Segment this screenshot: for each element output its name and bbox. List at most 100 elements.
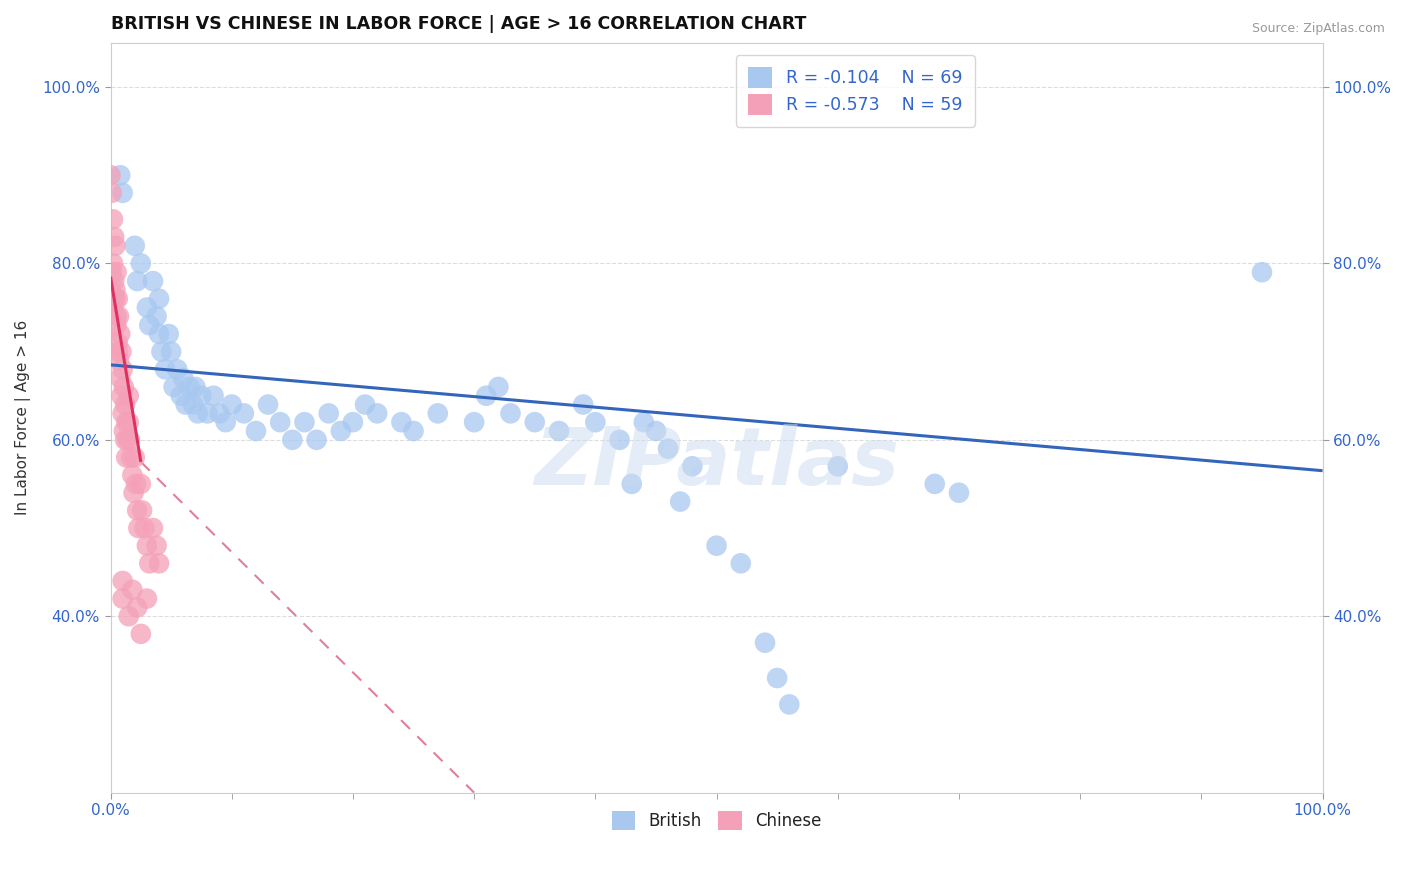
Point <box>924 477 946 491</box>
Point <box>100 186 122 200</box>
Point <box>104 239 127 253</box>
Point <box>131 503 153 517</box>
Point <box>145 310 167 324</box>
Point <box>1251 265 1274 279</box>
Point <box>111 574 134 588</box>
Point <box>153 362 176 376</box>
Point <box>281 433 304 447</box>
Point <box>107 335 129 350</box>
Point <box>129 477 152 491</box>
Point <box>111 406 134 420</box>
Point <box>118 609 141 624</box>
Point <box>101 212 124 227</box>
Point <box>148 326 170 341</box>
Point <box>104 292 127 306</box>
Point <box>402 424 425 438</box>
Point <box>172 371 194 385</box>
Point <box>107 292 129 306</box>
Point <box>103 230 125 244</box>
Point <box>174 398 197 412</box>
Text: Source: ZipAtlas.com: Source: ZipAtlas.com <box>1251 22 1385 36</box>
Point <box>115 450 138 465</box>
Point <box>111 186 134 200</box>
Point <box>110 326 132 341</box>
Point <box>342 415 364 429</box>
Point <box>657 442 679 456</box>
Point <box>190 389 212 403</box>
Point <box>129 627 152 641</box>
Point <box>105 265 128 279</box>
Point <box>100 265 122 279</box>
Point <box>127 600 149 615</box>
Point <box>232 406 254 420</box>
Point <box>633 415 655 429</box>
Point <box>681 459 703 474</box>
Point <box>110 389 132 403</box>
Point <box>110 168 132 182</box>
Point <box>426 406 449 420</box>
Point <box>187 406 209 420</box>
Point <box>129 256 152 270</box>
Point <box>208 406 231 420</box>
Point <box>754 636 776 650</box>
Point <box>110 344 132 359</box>
Point <box>134 521 156 535</box>
Point <box>475 389 498 403</box>
Point <box>318 406 340 420</box>
Point <box>827 459 849 474</box>
Point <box>135 301 157 315</box>
Point <box>486 380 509 394</box>
Point <box>148 292 170 306</box>
Point <box>257 398 280 412</box>
Point <box>202 389 225 403</box>
Point <box>115 415 138 429</box>
Point <box>157 326 180 341</box>
Point <box>124 239 146 253</box>
Point <box>114 433 136 447</box>
Point <box>170 389 193 403</box>
Point <box>104 283 127 297</box>
Point <box>150 344 173 359</box>
Point <box>111 362 134 376</box>
Text: ZIPatlas: ZIPatlas <box>534 424 898 502</box>
Point <box>145 539 167 553</box>
Point <box>138 557 160 571</box>
Point <box>101 301 124 315</box>
Point <box>124 450 146 465</box>
Point <box>138 318 160 333</box>
Point <box>111 591 134 606</box>
Point <box>523 415 546 429</box>
Point <box>572 398 595 412</box>
Point <box>127 503 149 517</box>
Point <box>609 433 631 447</box>
Point <box>121 582 143 597</box>
Point <box>645 424 668 438</box>
Point <box>100 168 122 182</box>
Point <box>108 310 131 324</box>
Point <box>107 344 129 359</box>
Point <box>120 450 142 465</box>
Point <box>103 292 125 306</box>
Point <box>179 380 201 394</box>
Point <box>103 274 125 288</box>
Point <box>463 415 485 429</box>
Point <box>181 398 204 412</box>
Point <box>669 494 692 508</box>
Point <box>269 415 291 429</box>
Y-axis label: In Labor Force | Age > 16: In Labor Force | Age > 16 <box>15 320 31 516</box>
Point <box>117 433 139 447</box>
Point <box>245 424 267 438</box>
Text: BRITISH VS CHINESE IN LABOR FORCE | AGE > 16 CORRELATION CHART: BRITISH VS CHINESE IN LABOR FORCE | AGE … <box>111 15 806 33</box>
Point <box>118 415 141 429</box>
Point <box>135 591 157 606</box>
Point <box>548 424 571 438</box>
Point <box>354 398 377 412</box>
Point <box>118 433 141 447</box>
Point <box>127 274 149 288</box>
Point <box>160 344 183 359</box>
Point <box>142 274 165 288</box>
Point <box>162 380 184 394</box>
Point <box>142 521 165 535</box>
Point <box>305 433 328 447</box>
Legend: British, Chinese: British, Chinese <box>605 805 828 837</box>
